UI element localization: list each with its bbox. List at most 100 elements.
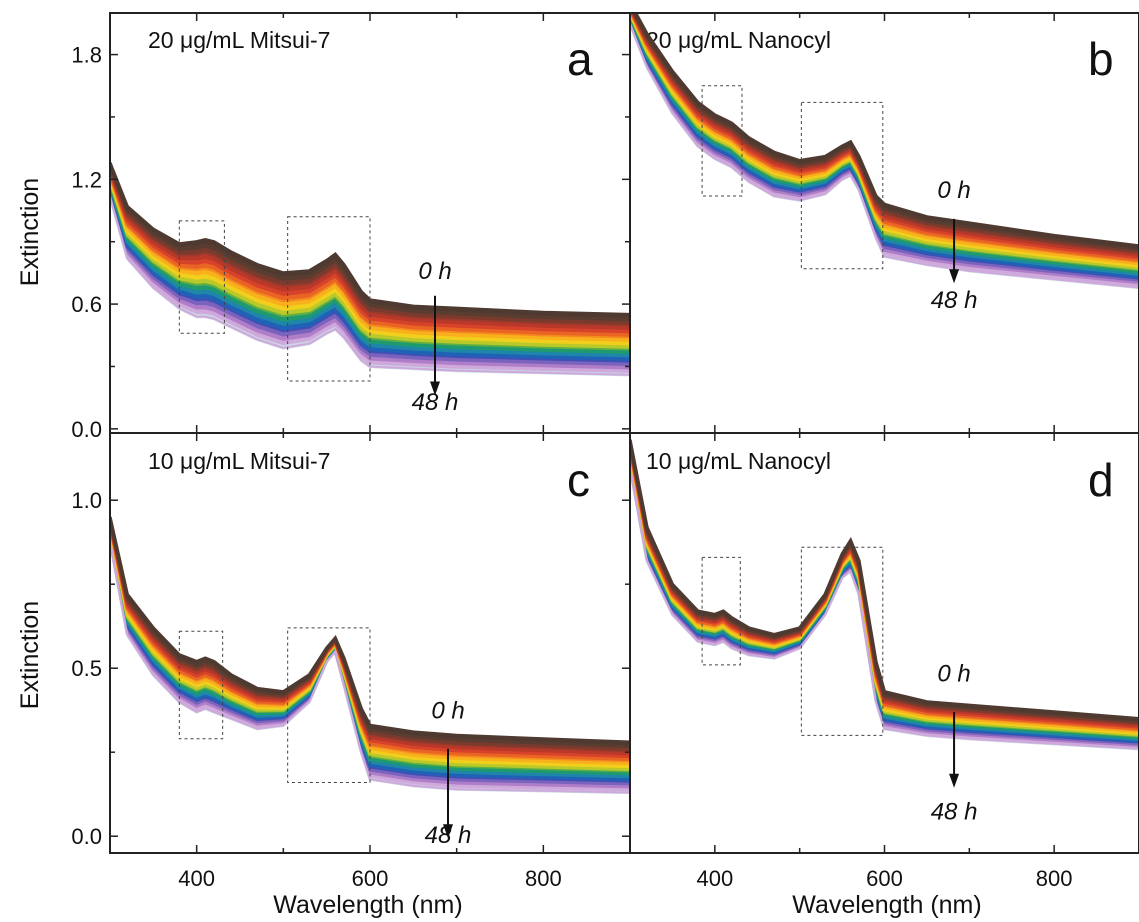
series-48h-line — [110, 540, 630, 794]
spectrum-line — [110, 177, 630, 344]
series-48h-line — [110, 195, 630, 376]
spectrum-line — [630, 440, 1139, 722]
panel-d-xlabel: Wavelength (nm) — [792, 891, 981, 919]
panel-d-label-0h: 0 h — [937, 661, 970, 688]
spectrum-line — [110, 186, 630, 360]
region-box — [701, 85, 743, 197]
spectrum-line — [630, 440, 1139, 722]
panel-a-letter: a — [567, 33, 593, 85]
spectrum-line — [630, 447, 1139, 729]
series-0h-line — [630, 439, 1139, 720]
spectrum-line — [110, 169, 630, 330]
spectra-family — [110, 516, 630, 795]
panel-c: 10 μg/mL Mitsui-7 c Extinction Wavelengt… — [16, 432, 631, 919]
panel-b-title: 20 μg/mL Nanocyl — [646, 27, 831, 53]
spectrum-line — [110, 187, 630, 363]
series-48h-line — [630, 466, 1139, 750]
spectrum-line — [110, 191, 630, 370]
region-box — [287, 216, 371, 382]
spectrum-line — [630, 446, 1139, 728]
spectrum-line — [110, 174, 630, 339]
spectrum-line — [110, 194, 630, 375]
series-0h-line — [110, 516, 630, 744]
y-tick-label: 1.0 — [71, 488, 102, 513]
x-tick-label: 400 — [178, 866, 215, 891]
y-tick-label: 0.6 — [71, 292, 102, 317]
spectrum-line — [110, 192, 630, 372]
panel-d-letter: d — [1088, 454, 1114, 506]
spectrum-line — [110, 179, 630, 348]
spectrum-line — [110, 189, 630, 366]
spectrum-line — [110, 188, 630, 365]
panel-d-title: 10 μg/mL Nanocyl — [646, 448, 831, 474]
y-tick-label: 0.0 — [71, 417, 102, 442]
y-tick-label: 1.2 — [71, 167, 102, 192]
spectrum-line — [110, 172, 630, 335]
spectrum-line — [110, 164, 630, 320]
panel-b-label-48h: 48 h — [931, 287, 978, 314]
spectrum-line — [630, 444, 1139, 727]
spectrum-line — [110, 182, 630, 353]
series-0h-line — [634, 13, 1139, 247]
panel-c-title: 10 μg/mL Mitsui-7 — [148, 448, 330, 474]
series-48h-line — [630, 23, 1139, 289]
spectrum-line — [110, 166, 630, 325]
spectrum-line — [110, 184, 630, 356]
spectra-family — [630, 439, 1139, 751]
panel-a-label-0h: 0 h — [418, 258, 451, 285]
spectrum-line — [630, 439, 1139, 721]
spectrum-line — [110, 170, 630, 332]
spectrum-line — [630, 445, 1139, 728]
spectrum-line — [110, 165, 630, 322]
spectrum-line — [110, 176, 630, 342]
x-tick-label: 400 — [696, 866, 733, 891]
region-box — [287, 627, 371, 783]
spectrum-line — [630, 441, 1139, 723]
region-box — [178, 630, 224, 740]
spectrum-line — [110, 186, 630, 361]
region-box — [178, 220, 225, 334]
region-box — [800, 101, 884, 270]
arrow-head — [949, 269, 960, 284]
spectrum-line — [110, 171, 630, 334]
spectra-family — [630, 13, 1139, 290]
x-tick-label: 600 — [866, 866, 903, 891]
spectrum-line — [110, 181, 630, 351]
spectrum-line — [630, 443, 1139, 726]
panel-a: 20 μg/mL Mitsui-7 a Extinction 0 h 48 h … — [16, 12, 631, 442]
panel-a-ylabel: Extinction — [16, 178, 44, 286]
spectrum-line — [110, 168, 630, 329]
spectrum-line — [110, 185, 630, 358]
y-tick-label: 1.8 — [71, 43, 102, 68]
panel-c-letter: c — [567, 454, 590, 506]
panel-c-ylabel: Extinction — [16, 601, 44, 709]
spectrum-line — [110, 178, 630, 346]
spectrum-line — [110, 180, 630, 349]
region-box — [800, 546, 884, 736]
panel-c-label-0h: 0 h — [431, 698, 464, 725]
panel-a-title: 20 μg/mL Mitsui-7 — [148, 27, 330, 53]
spectrum-line — [110, 175, 630, 341]
arrow-head — [949, 773, 960, 788]
y-tick-label: 0.0 — [71, 824, 102, 849]
panel-c-xlabel: Wavelength (nm) — [273, 891, 462, 919]
panel-b-letter: b — [1088, 33, 1114, 85]
panel-b-label-0h: 0 h — [937, 177, 970, 204]
spectrum-line — [630, 443, 1139, 725]
spectrum-line — [110, 190, 630, 368]
x-tick-label: 600 — [352, 866, 389, 891]
spectrum-line — [110, 173, 630, 337]
panel-d-label-48h: 48 h — [931, 798, 978, 825]
panel-b: 20 μg/mL Nanocyl b 0 h 48 h — [629, 12, 1139, 434]
spectrum-line — [110, 518, 630, 748]
panel-d: 10 μg/mL Nanocyl d Wavelength (nm) 0 h 4… — [629, 432, 1139, 919]
spectrum-line — [110, 183, 630, 354]
series-0h-line — [110, 162, 630, 316]
x-tick-label: 800 — [525, 866, 562, 891]
spectrum-line — [630, 442, 1139, 724]
x-tick-label: 800 — [1036, 866, 1073, 891]
y-tick-label: 0.5 — [71, 656, 102, 681]
spectrum-line — [110, 165, 630, 323]
arrow-head — [443, 824, 453, 839]
